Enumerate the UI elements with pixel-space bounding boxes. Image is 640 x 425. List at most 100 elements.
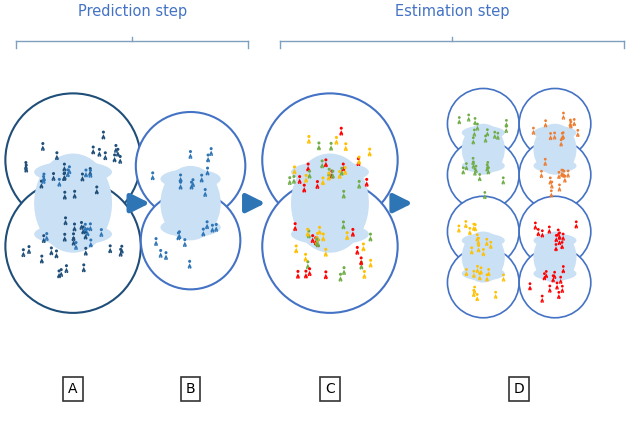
Circle shape [360, 261, 363, 264]
Circle shape [115, 144, 118, 147]
Circle shape [95, 193, 97, 194]
Circle shape [65, 264, 68, 267]
Circle shape [262, 94, 397, 227]
Circle shape [316, 246, 318, 247]
Circle shape [477, 240, 479, 241]
Circle shape [342, 221, 345, 224]
Circle shape [82, 225, 84, 229]
Circle shape [548, 291, 550, 293]
Polygon shape [24, 167, 28, 171]
Circle shape [83, 230, 85, 232]
Circle shape [483, 255, 485, 256]
Circle shape [478, 279, 480, 280]
Circle shape [480, 279, 481, 280]
Circle shape [211, 224, 214, 227]
Circle shape [306, 181, 308, 183]
Circle shape [546, 126, 547, 128]
Circle shape [369, 259, 372, 262]
Circle shape [304, 260, 305, 262]
Polygon shape [307, 139, 311, 142]
Polygon shape [365, 181, 369, 185]
Circle shape [470, 246, 473, 249]
Text: B: B [186, 382, 195, 397]
Text: Prediction step: Prediction step [77, 4, 187, 19]
Circle shape [54, 257, 56, 258]
Circle shape [316, 238, 318, 241]
Circle shape [308, 267, 311, 270]
Circle shape [188, 260, 191, 263]
Polygon shape [42, 178, 45, 183]
Circle shape [362, 268, 364, 269]
Circle shape [369, 266, 371, 268]
Circle shape [202, 228, 205, 231]
Circle shape [74, 248, 76, 250]
Polygon shape [544, 122, 547, 126]
Circle shape [346, 231, 349, 234]
Circle shape [65, 240, 67, 242]
Polygon shape [315, 240, 319, 244]
Circle shape [371, 240, 372, 241]
Circle shape [335, 136, 338, 139]
Circle shape [479, 244, 480, 245]
Circle shape [484, 135, 487, 137]
Circle shape [487, 244, 488, 246]
Circle shape [296, 270, 300, 273]
Circle shape [180, 188, 182, 190]
Circle shape [317, 238, 319, 241]
Circle shape [113, 153, 116, 156]
Circle shape [561, 282, 563, 284]
Circle shape [529, 282, 531, 285]
Circle shape [550, 139, 552, 140]
Circle shape [335, 143, 337, 145]
Circle shape [561, 169, 563, 171]
Circle shape [340, 127, 343, 130]
Polygon shape [540, 173, 543, 177]
Circle shape [502, 183, 503, 184]
Circle shape [154, 237, 157, 240]
Polygon shape [66, 172, 70, 176]
Circle shape [563, 118, 565, 120]
Circle shape [562, 232, 564, 235]
Circle shape [473, 286, 476, 289]
Circle shape [156, 244, 158, 246]
Circle shape [470, 233, 472, 235]
Circle shape [467, 120, 468, 122]
Circle shape [487, 275, 488, 276]
Circle shape [447, 247, 519, 318]
Polygon shape [324, 251, 328, 255]
Polygon shape [120, 248, 124, 252]
Polygon shape [327, 171, 332, 175]
Circle shape [534, 133, 535, 135]
Circle shape [317, 239, 319, 241]
Polygon shape [54, 253, 58, 257]
Circle shape [202, 181, 204, 182]
Circle shape [480, 180, 481, 181]
Polygon shape [59, 272, 63, 276]
Circle shape [484, 141, 486, 143]
Circle shape [472, 270, 476, 272]
Ellipse shape [34, 153, 112, 253]
Circle shape [502, 280, 504, 282]
Circle shape [447, 88, 519, 159]
Circle shape [64, 179, 66, 181]
Circle shape [55, 151, 58, 154]
Circle shape [465, 268, 468, 271]
Circle shape [316, 244, 317, 245]
Circle shape [118, 162, 120, 164]
Circle shape [338, 177, 340, 179]
Polygon shape [63, 236, 67, 241]
Polygon shape [465, 271, 468, 275]
Polygon shape [485, 167, 489, 170]
Circle shape [543, 236, 544, 238]
Circle shape [342, 266, 346, 269]
Circle shape [89, 222, 92, 225]
Polygon shape [310, 238, 315, 242]
Circle shape [44, 182, 45, 184]
Polygon shape [317, 230, 322, 233]
Circle shape [561, 285, 564, 288]
Circle shape [161, 256, 163, 258]
Circle shape [42, 187, 44, 189]
Polygon shape [536, 231, 540, 235]
Circle shape [559, 190, 561, 192]
Circle shape [477, 251, 479, 252]
